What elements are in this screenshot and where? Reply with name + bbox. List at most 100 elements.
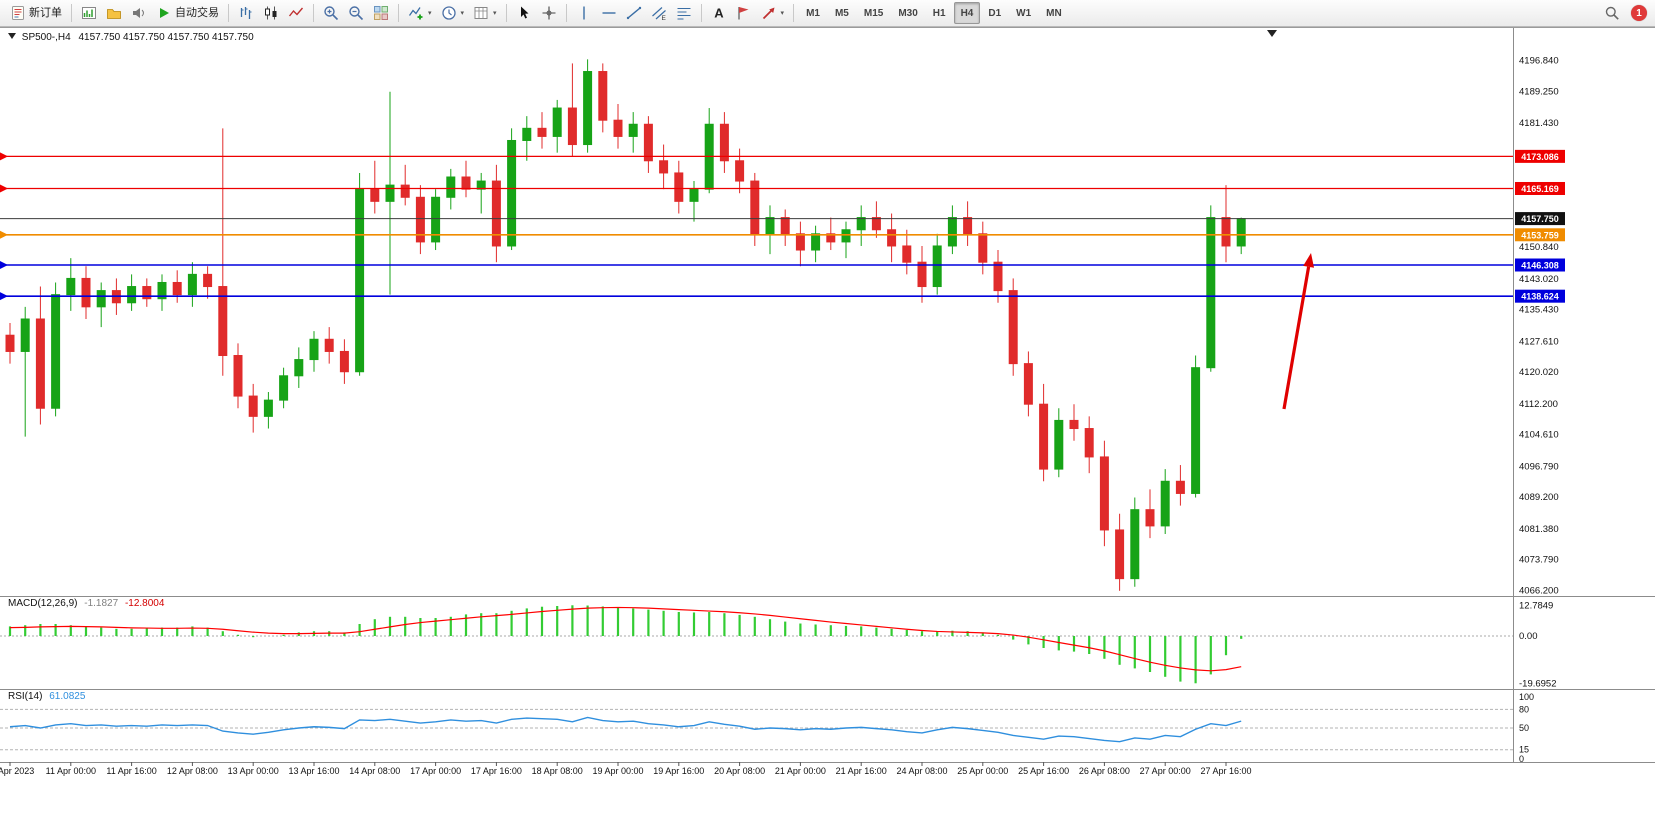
- profiles-icon: [106, 5, 122, 21]
- templates-button[interactable]: ▾: [469, 2, 501, 24]
- timeframe-m1[interactable]: M1: [799, 2, 827, 24]
- cursor-button[interactable]: [512, 2, 536, 24]
- toolbar-divider: [228, 4, 229, 22]
- candle-body: [446, 176, 456, 198]
- timeframe-w1[interactable]: W1: [1009, 2, 1038, 24]
- candle-body: [1023, 363, 1033, 405]
- zoom-out-button[interactable]: [344, 2, 368, 24]
- candle-body: [279, 375, 289, 401]
- vline-icon: [576, 5, 592, 21]
- dropdown-caret-icon: ▾: [780, 10, 785, 17]
- toolbar-divider: [565, 4, 567, 22]
- bars-icon: [238, 5, 254, 21]
- price-axis-label: 4189.250: [1519, 86, 1559, 97]
- candle-body: [1115, 529, 1125, 580]
- price-badge-label: 4157.750: [1521, 214, 1559, 224]
- channel-icon: E: [651, 5, 667, 21]
- time-axis-label: 13 Apr 16:00: [288, 766, 339, 776]
- toolbar-divider: [505, 4, 507, 22]
- bars-view-button[interactable]: [234, 2, 258, 24]
- macd-indicator-name: MACD(12,26,9): [8, 598, 78, 609]
- candle-body: [978, 233, 988, 263]
- charts-button[interactable]: [77, 2, 101, 24]
- search-button[interactable]: [1600, 2, 1624, 24]
- candle-body: [583, 71, 593, 146]
- trendline-button[interactable]: [622, 2, 646, 24]
- candle-body: [1206, 217, 1216, 369]
- zoom-in-button[interactable]: [319, 2, 343, 24]
- hline-left-marker: [0, 261, 8, 270]
- price-axis-label: 4143.020: [1519, 274, 1559, 285]
- timeframe-m15[interactable]: M15: [857, 2, 890, 24]
- play-icon: [156, 5, 172, 21]
- time-axis-label: 18 Apr 08:00: [532, 766, 583, 776]
- time-axis-label: 27 Apr 16:00: [1200, 766, 1251, 776]
- candle-body: [947, 217, 957, 247]
- timeframe-h1[interactable]: H1: [926, 2, 953, 24]
- auto-trading-button[interactable]: 自动交易: [152, 2, 223, 24]
- candle-body: [127, 286, 137, 304]
- indicators-button[interactable]: ▾: [404, 2, 436, 24]
- timeframe-d1[interactable]: D1: [981, 2, 1008, 24]
- candles-view-button[interactable]: [259, 2, 283, 24]
- candle-body: [719, 123, 729, 162]
- candle-body: [218, 286, 228, 357]
- price-badge-label: 4173.086: [1521, 152, 1559, 162]
- timeframe-mn[interactable]: MN: [1039, 2, 1069, 24]
- hline-left-marker: [0, 230, 8, 239]
- trend-arrow-line[interactable]: [1282, 266, 1311, 410]
- candle-body: [856, 217, 866, 231]
- candle-body: [795, 233, 805, 251]
- line-view-button[interactable]: [284, 2, 308, 24]
- time-axis-label: 10 Apr 2023: [0, 766, 34, 776]
- hline-left-marker: [0, 152, 8, 161]
- price-axis-label: 4196.840: [1519, 56, 1559, 67]
- text-button[interactable]: A: [707, 2, 731, 24]
- arrows-button[interactable]: ▾: [757, 2, 789, 24]
- candle-body: [339, 350, 349, 373]
- tile-windows-button[interactable]: [369, 2, 393, 24]
- candle-body: [142, 286, 152, 300]
- candle-body: [385, 184, 395, 202]
- vertical-line-button[interactable]: [572, 2, 596, 24]
- time-axis-label: 21 Apr 16:00: [836, 766, 887, 776]
- candle-body: [51, 294, 61, 409]
- chart-menu-icon[interactable]: [8, 31, 16, 42]
- candle-body: [507, 139, 517, 247]
- new-order-button[interactable]: 新订单: [6, 2, 66, 24]
- toolbar-right-cluster: 1: [1600, 2, 1649, 24]
- price-badge: [1515, 228, 1565, 242]
- profiles-button[interactable]: [102, 2, 126, 24]
- notification-badge[interactable]: 1: [1631, 5, 1647, 21]
- periods-button[interactable]: ▾: [437, 2, 469, 24]
- candle-body: [263, 399, 273, 417]
- candle-body: [1054, 419, 1064, 470]
- rsi-axis-label: 100: [1519, 692, 1534, 702]
- price-badge: [1515, 181, 1565, 195]
- fibonacci-button[interactable]: [672, 2, 696, 24]
- chart-ohlc: 4157.750 4157.750 4157.750 4157.750: [78, 32, 254, 43]
- candle-body: [598, 71, 608, 121]
- candle-body: [765, 217, 775, 235]
- template-icon: [473, 5, 489, 21]
- candle-body: [1008, 290, 1018, 365]
- candle-body: [552, 107, 562, 137]
- timeframe-m5[interactable]: M5: [828, 2, 856, 24]
- macd-main-value: -1.1827: [84, 598, 119, 609]
- fibo-icon: [676, 5, 692, 21]
- horizontal-line-button[interactable]: [597, 2, 621, 24]
- timeframe-h4[interactable]: H4: [953, 2, 981, 24]
- label-button[interactable]: [732, 2, 756, 24]
- channel-button[interactable]: E: [647, 2, 671, 24]
- timeframe-m30[interactable]: M30: [891, 2, 924, 24]
- rsi-value: 61.0825: [49, 691, 86, 702]
- time-axis-label: 25 Apr 00:00: [957, 766, 1008, 776]
- trend-arrow-head[interactable]: [1303, 253, 1315, 268]
- candle-body: [643, 123, 653, 162]
- chart-shift-marker[interactable]: [1267, 30, 1277, 37]
- tiles-icon: [373, 5, 389, 21]
- alerts-button[interactable]: [127, 2, 151, 24]
- crosshair-button[interactable]: [537, 2, 561, 24]
- candle-body: [826, 233, 836, 243]
